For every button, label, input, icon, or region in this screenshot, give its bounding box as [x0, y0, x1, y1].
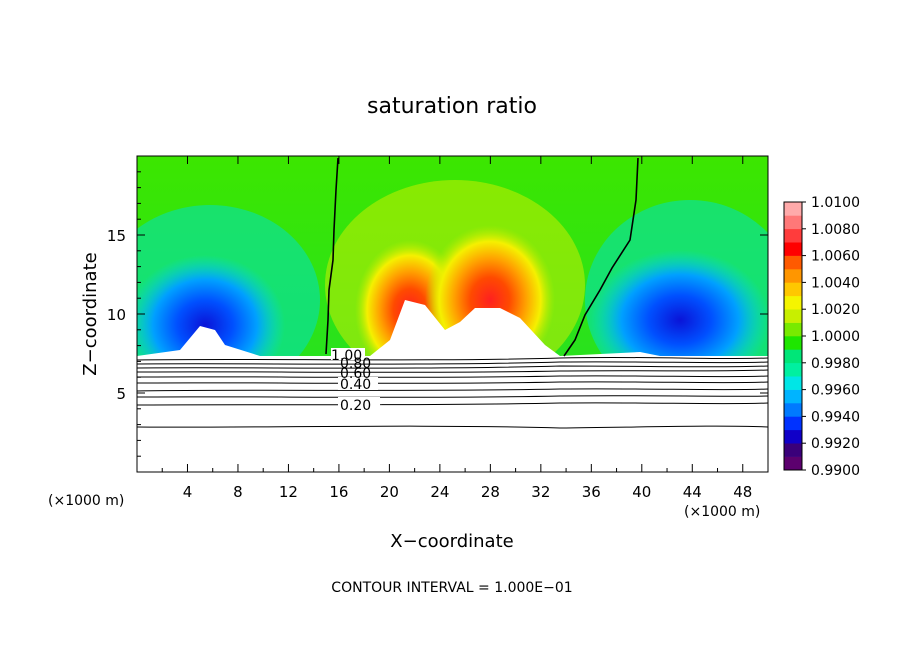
x-tick-label-16: 16	[329, 483, 348, 501]
contour-line-100	[137, 356, 768, 361]
y-tick-label-10: 10	[107, 306, 126, 324]
colorbar-label: 1.0040	[811, 275, 860, 291]
x-tick-label-20: 20	[380, 483, 399, 501]
contour-label-080: 0.80	[340, 356, 371, 372]
x-tick-label-32: 32	[531, 483, 550, 501]
x-unit-left: (×1000 m)	[48, 493, 124, 509]
white-region	[137, 300, 768, 472]
field-layer	[137, 156, 768, 472]
x-axis-label: X−coordinate	[390, 531, 513, 552]
contour-label-020: 0.20	[340, 398, 371, 414]
x-tick-label-24: 24	[430, 483, 449, 501]
colorbar-swatch	[784, 242, 802, 256]
colorbar-label: 0.9940	[811, 409, 860, 425]
contour-line-090	[137, 361, 768, 365]
colorbar-swatch	[784, 362, 802, 377]
contour-line-020	[137, 402, 768, 406]
contour-label-bg-100	[331, 348, 365, 360]
x-tick-label-40: 40	[632, 483, 651, 501]
colorbar-label: 1.0080	[811, 222, 860, 238]
colorbar-label: 0.9960	[811, 383, 860, 399]
colorbar-swatch	[784, 403, 802, 417]
contour-label-bg-040	[338, 377, 378, 390]
colorbar-label: 1.0020	[811, 302, 860, 318]
contour-line-060	[137, 375, 768, 378]
colorbar-swatch	[784, 416, 802, 431]
chart-title: saturation ratio	[367, 94, 537, 119]
colorbar-swatch	[784, 282, 802, 297]
contour-line-080	[137, 365, 768, 369]
contour-line-040	[137, 388, 768, 392]
y-tick-label-15: 15	[107, 227, 126, 245]
x-axis: 4 8 12 16 20 24 28 32 36 40 44 48	[161, 156, 752, 501]
x-tick-label-12: 12	[279, 483, 298, 501]
colorbar-swatch	[784, 376, 802, 390]
colorbar-swatch	[784, 429, 802, 444]
colorbar-swatch	[784, 443, 802, 457]
colorbar-label: 1.0060	[811, 249, 860, 265]
contour-line-030	[137, 395, 768, 398]
colorbar-swatch	[784, 389, 802, 404]
colorbar-swatch	[784, 255, 802, 270]
colorbar-label: 1.0000	[811, 329, 860, 345]
colorbar-swatch	[784, 202, 802, 216]
x-tick-label-8: 8	[233, 483, 243, 501]
y-axis-label: Z−coordinate	[80, 252, 101, 375]
x-tick-label-44: 44	[683, 483, 702, 501]
colorbar-swatch	[784, 322, 802, 337]
contour-labels: 1.00 0.80 0.60 0.40 0.20	[331, 348, 371, 414]
colorbar-swatch	[784, 349, 802, 364]
colorbar-swatch	[784, 295, 802, 310]
y-tick-label-5: 5	[116, 385, 126, 403]
colorbar-swatch	[784, 215, 802, 230]
contour-label-100: 1.00	[331, 348, 362, 364]
contour-label-bg-020	[338, 397, 380, 411]
colorbar: 1.0100 1.0080 1.0060 1.0040 1.0020 1.0000 0.99…	[783, 195, 860, 479]
contour-line-050	[137, 381, 768, 384]
colorbar-label: 0.9920	[811, 436, 860, 452]
x-unit-right: (×1000 m)	[684, 504, 760, 520]
colorbar-label: 0.9900	[811, 463, 860, 479]
contour-interval-note: CONTOUR INTERVAL = 1.000E−01	[331, 580, 572, 596]
x-tick-label-4: 4	[183, 483, 193, 501]
colorbar-swatch	[784, 228, 802, 243]
colorbar-swatch	[784, 456, 802, 471]
x-tick-label-48: 48	[733, 483, 752, 501]
contour-line-left	[325, 157, 339, 355]
colorbar-label: 1.0100	[811, 195, 860, 211]
contour-label-060: 0.60	[340, 366, 371, 382]
contour-line-right	[563, 157, 639, 357]
x-tick-label-36: 36	[582, 483, 601, 501]
contour-line-010	[137, 425, 768, 429]
colorbar-swatch	[784, 336, 802, 350]
colorbar-label: 0.9980	[811, 356, 860, 372]
y-axis: 5 10 15	[107, 171, 768, 457]
x-tick-label-28: 28	[481, 483, 500, 501]
contour-line-070	[137, 369, 768, 373]
contour-label-040: 0.40	[340, 377, 371, 393]
colorbar-swatch	[784, 269, 802, 283]
colorbar-swatch	[784, 309, 802, 323]
